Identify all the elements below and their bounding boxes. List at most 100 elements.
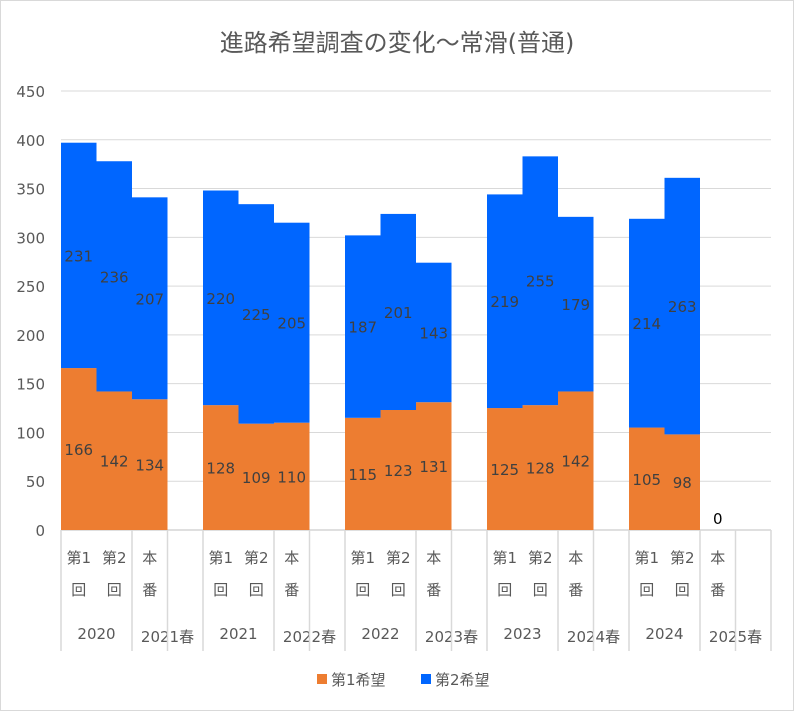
x-category-label: 第2	[102, 549, 127, 567]
x-category-label: 番	[284, 581, 299, 599]
bar-segment-1	[96, 391, 132, 530]
bar-segment-1	[274, 422, 310, 530]
x-category-label: 第1	[66, 549, 91, 567]
data-label: 105	[632, 471, 661, 489]
x-group-label: 2024	[645, 625, 683, 643]
x-category-label: 番	[710, 581, 725, 599]
y-tick-label: 400	[16, 132, 45, 150]
data-label: 128	[206, 460, 235, 478]
x-category-label: 回	[391, 581, 406, 599]
data-label: 110	[277, 468, 306, 486]
bar-segment-2	[629, 218, 665, 428]
x-category-label: 回	[249, 581, 264, 599]
data-label: 98	[673, 474, 692, 492]
x-category-label: 番	[568, 581, 583, 599]
chart-title: 進路希望調査の変化～常滑(普通)	[220, 29, 575, 57]
data-label: 225	[242, 306, 271, 324]
y-tick-label: 250	[16, 278, 45, 296]
data-label: 142	[100, 453, 129, 471]
x-group-label: 2021	[219, 625, 257, 643]
data-label: 142	[561, 453, 590, 471]
y-tick-label: 100	[16, 424, 45, 442]
bar-segment-1	[629, 427, 665, 530]
bar-segment-2	[132, 197, 168, 400]
x-category-label: 回	[639, 581, 654, 599]
data-label: 0	[713, 510, 723, 528]
bar-segment-2	[558, 216, 594, 392]
bar-segment-1	[380, 410, 416, 530]
data-label: 219	[490, 293, 519, 311]
data-label: 205	[277, 315, 306, 333]
bar-segment-1	[238, 423, 274, 530]
x-group-label: 2022	[361, 625, 399, 643]
x-category-label: 回	[213, 581, 228, 599]
bar-segment-2	[96, 161, 132, 392]
x-category-label: 第2	[528, 549, 553, 567]
x-category-label: 回	[533, 581, 548, 599]
bar-segment-1	[61, 368, 97, 530]
bar-segment-2	[522, 156, 558, 406]
legend-label: 第1希望	[331, 671, 386, 689]
bar-segment-2	[380, 213, 416, 411]
data-label: 187	[348, 319, 377, 337]
data-label: 134	[135, 457, 164, 475]
legend-swatch-2	[421, 674, 431, 684]
x-category-label: 本	[710, 549, 725, 567]
y-tick-label: 300	[16, 229, 45, 247]
x-category-label: 第1	[634, 549, 659, 567]
bar-segment-2	[203, 190, 239, 406]
bar-segment-1	[203, 405, 239, 530]
data-label: 179	[561, 296, 590, 314]
bar-segment-1	[558, 391, 594, 530]
bar-segment-2	[61, 142, 97, 369]
y-tick-label: 200	[16, 327, 45, 345]
data-label: 214	[632, 315, 661, 333]
data-label: 109	[242, 469, 271, 487]
data-label: 220	[206, 290, 235, 308]
data-label: 115	[348, 466, 377, 484]
data-label: 123	[384, 462, 413, 480]
x-category-label: 第2	[670, 549, 695, 567]
bar-segment-1	[487, 408, 523, 530]
data-label: 125	[490, 461, 519, 479]
bar-segment-2	[664, 177, 700, 435]
bar-segment-2	[416, 262, 452, 403]
x-category-label: 番	[142, 581, 157, 599]
data-label: 143	[419, 324, 448, 342]
bar-segment-1	[132, 399, 168, 530]
bar-segment-1	[345, 417, 381, 530]
x-category-label: 本	[568, 549, 583, 567]
x-category-label: 第1	[492, 549, 517, 567]
data-label: 207	[135, 290, 164, 308]
x-category-label: 回	[355, 581, 370, 599]
x-category-label: 回	[497, 581, 512, 599]
data-label: 236	[100, 268, 129, 286]
y-tick-label: 450	[16, 83, 45, 101]
bar-segment-1	[522, 405, 558, 530]
x-category-label: 第1	[208, 549, 233, 567]
x-category-label: 番	[426, 581, 441, 599]
data-label: 201	[384, 304, 413, 322]
y-tick-label: 350	[16, 181, 45, 199]
y-tick-label: 0	[35, 522, 45, 540]
legend-label: 第2希望	[435, 671, 490, 689]
data-label: 131	[419, 458, 448, 476]
x-category-label: 回	[107, 581, 122, 599]
bar-segment-1	[664, 434, 700, 530]
data-label: 231	[64, 247, 93, 265]
x-category-label: 回	[71, 581, 86, 599]
x-category-label: 回	[675, 581, 690, 599]
data-label: 255	[526, 273, 555, 291]
x-category-label: 第1	[350, 549, 375, 567]
x-category-label: 本	[426, 549, 441, 567]
data-label: 263	[668, 298, 697, 316]
bar-segment-1	[416, 402, 452, 530]
x-category-label: 本	[142, 549, 157, 567]
bar-segment-2	[345, 235, 381, 418]
x-category-label: 第2	[386, 549, 411, 567]
bar-segment-2	[238, 204, 274, 424]
x-category-label: 本	[284, 549, 299, 567]
y-tick-label: 150	[16, 376, 45, 394]
